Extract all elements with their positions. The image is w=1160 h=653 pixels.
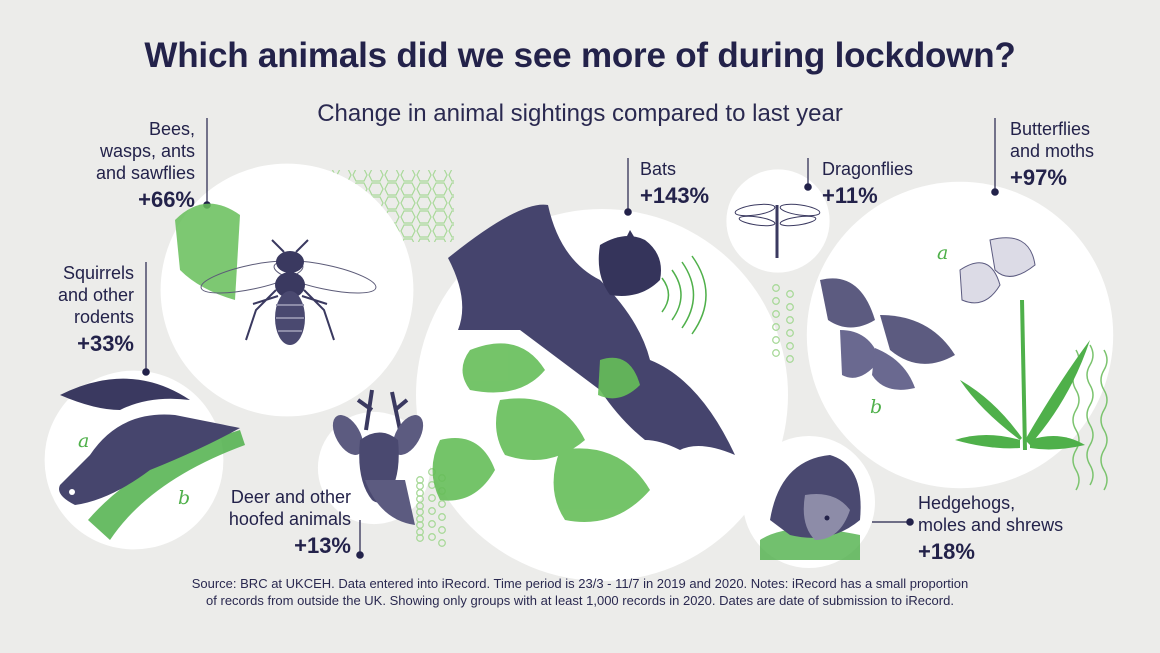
- decor-dot: [786, 329, 794, 337]
- dragonfly-icon: [734, 203, 821, 258]
- leader-dot-butterflies: [991, 188, 999, 196]
- label-squirrels-value: +33%: [77, 331, 134, 356]
- decor-dot: [786, 316, 794, 324]
- bee-icon: [175, 203, 377, 345]
- decor-dot: [786, 290, 794, 298]
- butterfly-letter-b: b: [870, 396, 883, 418]
- bat-icon: [448, 204, 735, 455]
- label-bees: Bees, wasps, ants and sawflies +66%: [90, 118, 195, 214]
- decor-dot: [416, 495, 424, 503]
- label-hedgehogs: Hedgehogs, moles and shrews +18%: [918, 492, 1078, 566]
- source-note: Source: BRC at UKCEH. Data entered into …: [0, 575, 1160, 609]
- decor-dot: [772, 323, 780, 331]
- decor-dot: [772, 349, 780, 357]
- label-butterflies-line2: and moths: [1010, 141, 1095, 161]
- squirrel-letter-a: a: [78, 430, 90, 452]
- label-squirrels-line3: rodents: [73, 307, 134, 327]
- source-line2: of records from outside the UK. Showing …: [206, 593, 954, 608]
- label-bees-value: +66%: [138, 187, 195, 212]
- decor-dot: [438, 526, 446, 534]
- label-bats: Bats +143%: [640, 158, 740, 210]
- leader-dot-hedgehogs: [906, 518, 914, 526]
- label-deer-line1: Deer and other: [230, 487, 351, 507]
- label-deer-line2: hoofed animals: [228, 509, 351, 529]
- leader-dot-bats: [624, 208, 632, 216]
- decor-dot: [438, 513, 446, 521]
- label-dragonflies-line1: Dragonflies: [822, 159, 914, 179]
- label-hedgehogs-value: +18%: [918, 539, 975, 564]
- label-hedgehogs-line2: moles and shrews: [918, 515, 1064, 535]
- squirrel-icon: [59, 378, 245, 540]
- label-bees-line3: and sawflies: [95, 163, 195, 183]
- label-squirrels-line1: Squirrels: [62, 263, 134, 283]
- label-dragonflies-value: +11%: [822, 183, 878, 208]
- decor-dot: [438, 539, 446, 547]
- decor-dot: [786, 342, 794, 350]
- label-dragonflies: Dragonflies +11%: [822, 158, 932, 210]
- butterfly-icon: [820, 237, 1036, 390]
- decor-dot: [428, 494, 436, 502]
- leader-dot-deer: [356, 551, 364, 559]
- source-line1: Source: BRC at UKCEH. Data entered into …: [191, 576, 969, 591]
- decor-dot: [786, 355, 794, 363]
- leader-dot-dragonflies: [804, 183, 812, 191]
- decor-dot: [772, 336, 780, 344]
- decor-dot: [428, 533, 436, 541]
- label-bats-line1: Bats: [640, 159, 677, 179]
- label-butterflies: Butterflies and moths +97%: [1010, 118, 1120, 192]
- page-subtitle: Change in animal sightings compared to l…: [317, 100, 843, 127]
- label-bats-value: +143%: [640, 183, 710, 208]
- decor-dot: [438, 500, 446, 508]
- decor-dot: [416, 534, 424, 542]
- deer-icon: [332, 389, 424, 525]
- plant-decoration: [955, 300, 1090, 450]
- label-butterflies-value: +97%: [1010, 165, 1067, 190]
- page-title: Which animals did we see more of during …: [144, 36, 1016, 75]
- leaves-decoration: [432, 343, 650, 522]
- bubble-butterflies: [806, 181, 1114, 489]
- label-butterflies-line1: Butterflies: [1010, 119, 1091, 139]
- decor-dot: [416, 508, 424, 516]
- butterfly-letter-a: a: [937, 242, 949, 264]
- decor-dot: [428, 507, 436, 515]
- decor-dot: [772, 284, 780, 292]
- label-hedgehogs-line1: Hedgehogs,: [918, 493, 1016, 513]
- label-squirrels-line2: and other: [57, 285, 134, 305]
- label-deer: Deer and other hoofed animals +13%: [215, 486, 351, 560]
- label-bees-line2: wasps, ants: [99, 141, 195, 161]
- label-squirrels: Squirrels and other rodents +33%: [30, 262, 134, 358]
- squirrel-letter-b: b: [178, 487, 191, 509]
- leader-dot-squirrels: [142, 368, 150, 376]
- decor-dot: [772, 310, 780, 318]
- label-bees-line1: Bees,: [148, 119, 195, 139]
- decor-dot: [428, 520, 436, 528]
- decor-dot: [786, 303, 794, 311]
- sound-waves: [661, 255, 707, 335]
- hedgehog-icon: [760, 455, 861, 560]
- decor-dot: [416, 521, 424, 529]
- decor-dot: [772, 297, 780, 305]
- label-deer-value: +13%: [294, 533, 351, 558]
- decor-dot: [416, 482, 424, 490]
